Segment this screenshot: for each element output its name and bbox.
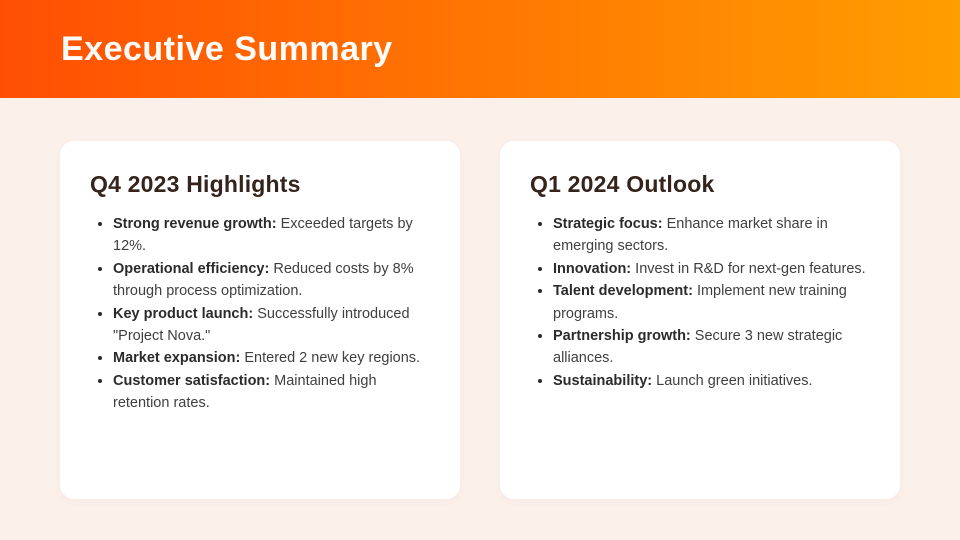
cards-row: Q4 2023 Highlights Strong revenue growth… [60,141,900,499]
card-q4-2023-highlights: Q4 2023 Highlights Strong revenue growth… [60,141,460,499]
page-title: Executive Summary [61,29,393,68]
list-item: Talent development: Implement new traini… [553,280,870,325]
list-item-label: Sustainability: [553,372,653,389]
list-item-label: Market expansion: [113,350,241,367]
list-item-label: Operational efficiency: [113,260,270,277]
list-item: Strategic focus: Enhance market share in… [553,213,870,258]
list-item-label: Key product launch: [113,305,254,322]
list-item: Innovation: Invest in R&D for next-gen f… [553,258,870,280]
list-item-label: Strong revenue growth: [113,216,277,232]
list-item-label: Customer satisfaction: [113,372,271,389]
list-item-text: Implement new training programs. [553,283,847,322]
outlook-list: Strategic focus: Enhance market share in… [530,213,870,392]
list-item-text: Exceeded targets by 12%. [113,216,413,255]
list-item-text: Enhance market share in emerging sectors… [553,216,828,255]
highlights-list: Strong revenue growth: Exceeded targets … [90,213,430,415]
list-item-label: Innovation: [553,260,632,277]
card-title-q4-highlights: Q4 2023 Highlights [90,171,301,197]
list-item-text: Invest in R&D for next-gen features. [635,260,866,277]
list-item-text: Secure 3 new strategic alliances. [553,328,843,367]
list-item: Operational efficiency: Reduced costs by… [113,258,430,303]
list-item-text: Launch green initiatives. [656,372,813,389]
list-item: Market expansion: Entered 2 new key regi… [113,347,430,369]
list-item-text: Successfully introduced "Project Nova." [113,305,410,345]
list-item: Customer satisfaction: Maintained high r… [113,370,430,415]
card-q1-2024-outlook: Q1 2024 Outlook Strategic focus: Enhance… [500,141,900,499]
list-item: Sustainability: Launch green initiatives… [553,370,870,392]
list-item-label: Partnership growth: [553,328,691,345]
list-item-text: Entered 2 new key regions. [244,350,421,367]
list-item-label: Talent development: [553,283,693,300]
list-item-label: Strategic focus: [553,216,663,232]
card-title-q1-outlook: Q1 2024 Outlook [530,171,715,197]
list-item-text: Reduced costs by 8% through process opti… [113,260,414,300]
list-item-text: Maintained high retention rates. [113,372,377,412]
list-item: Strong revenue growth: Exceeded targets … [113,213,430,258]
list-item: Partnership growth: Secure 3 new strateg… [553,325,870,370]
slide-header: Executive Summary [0,0,960,98]
list-item: Key product launch: Successfully introdu… [113,303,430,348]
